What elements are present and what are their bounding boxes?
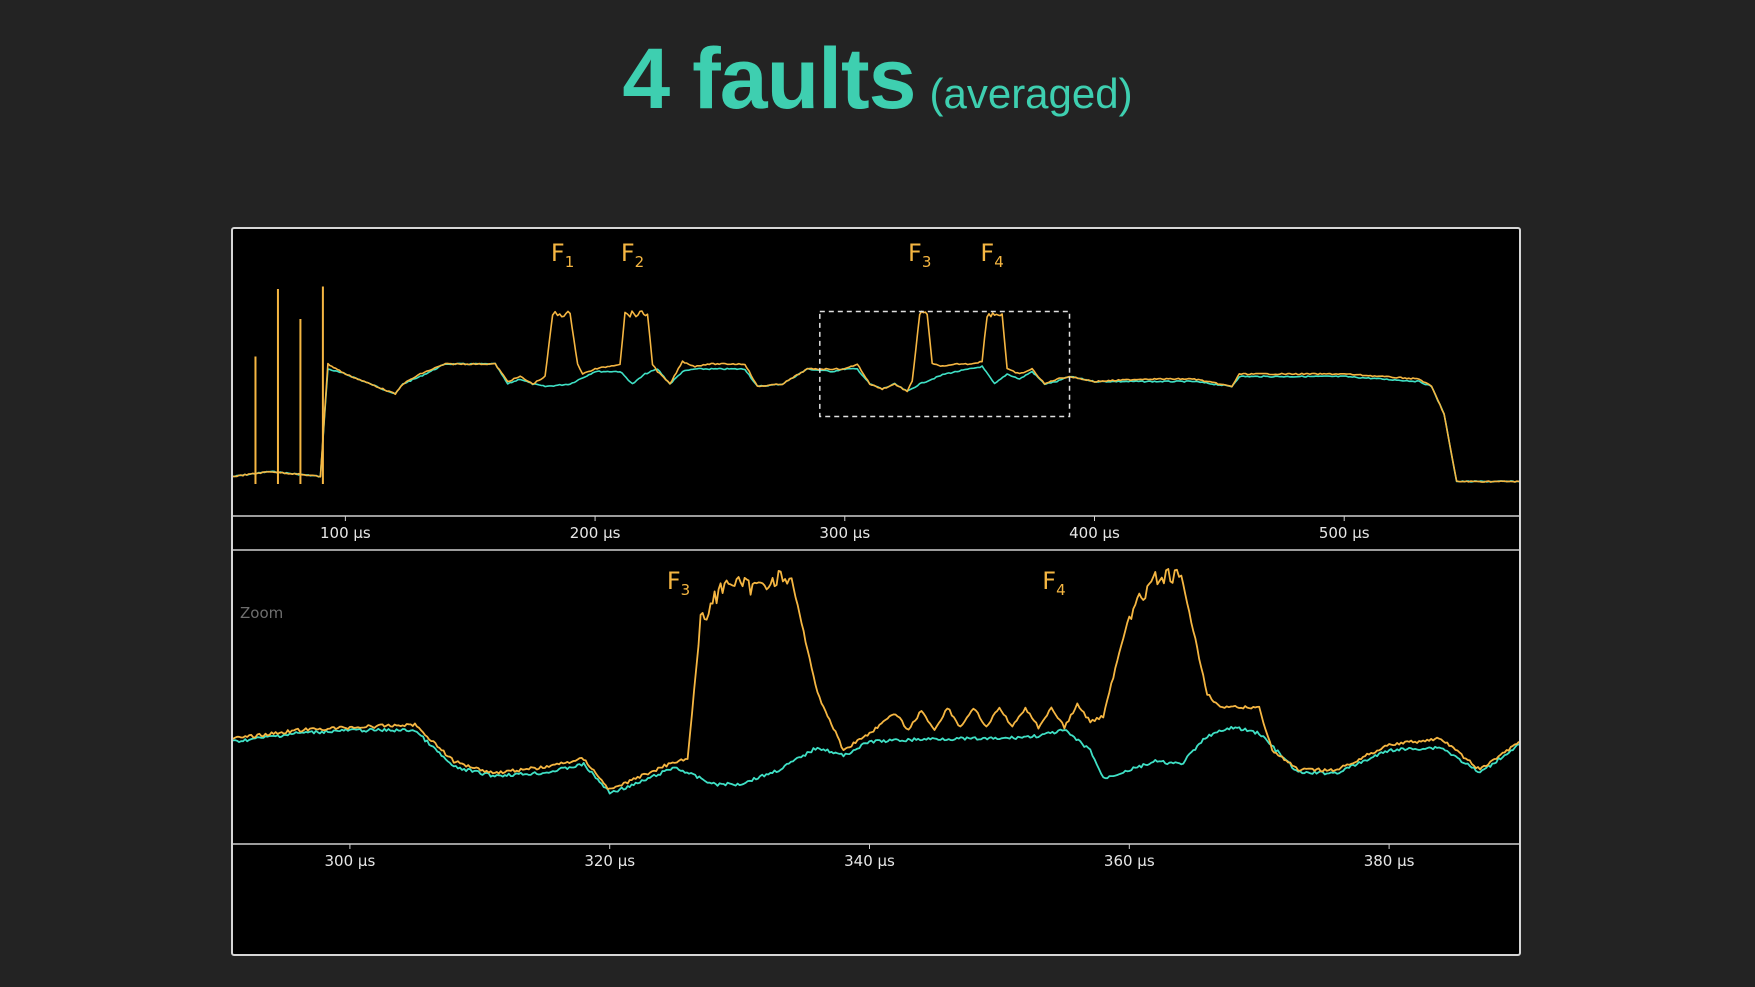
fault-label-F3: F3: [908, 239, 931, 271]
fault-label-F4: F4: [980, 239, 1003, 271]
x-tick-label-zoom: 300 µs: [325, 852, 376, 870]
x-tick-label-zoom: 340 µs: [844, 852, 895, 870]
fault-label-F2: F2: [621, 239, 644, 271]
x-tick-label-overview: 100 µs: [320, 524, 371, 542]
fault-label-F3: F3: [667, 567, 690, 599]
fault-label-F1: F1: [551, 239, 574, 271]
trace-chart: Zoom 100 µs 200 µs 300 µs 400 µs 500 µs F1 F2 F…: [233, 239, 1519, 870]
x-tick-label-overview: 400 µs: [1069, 524, 1120, 542]
figure-panel: Zoom 100 µs 200 µs 300 µs 400 µs 500 µs F1 F2 F…: [231, 227, 1521, 956]
x-tick-label-overview: 200 µs: [570, 524, 621, 542]
x-tick-label-zoom: 360 µs: [1104, 852, 1155, 870]
zoom-region-box: [819, 310, 1071, 418]
x-tick-label-zoom: 380 µs: [1364, 852, 1415, 870]
slide-title: 4 faults (averaged): [0, 30, 1755, 129]
trace-overview-reference: [233, 362, 1519, 483]
title-main: 4 faults: [622, 31, 916, 127]
x-tick-label-zoom: 320 µs: [584, 852, 635, 870]
x-tick-label-overview: 500 µs: [1319, 524, 1370, 542]
fault-label-F4: F4: [1042, 567, 1065, 599]
trace-zoom-reference: [233, 725, 1519, 795]
trace-zoom-faulted: [233, 568, 1519, 790]
title-subtitle: (averaged): [929, 70, 1133, 117]
zoom-label: Zoom: [240, 604, 283, 622]
x-tick-label-overview: 300 µs: [819, 524, 870, 542]
trace-overview-faulted: [233, 310, 1519, 483]
